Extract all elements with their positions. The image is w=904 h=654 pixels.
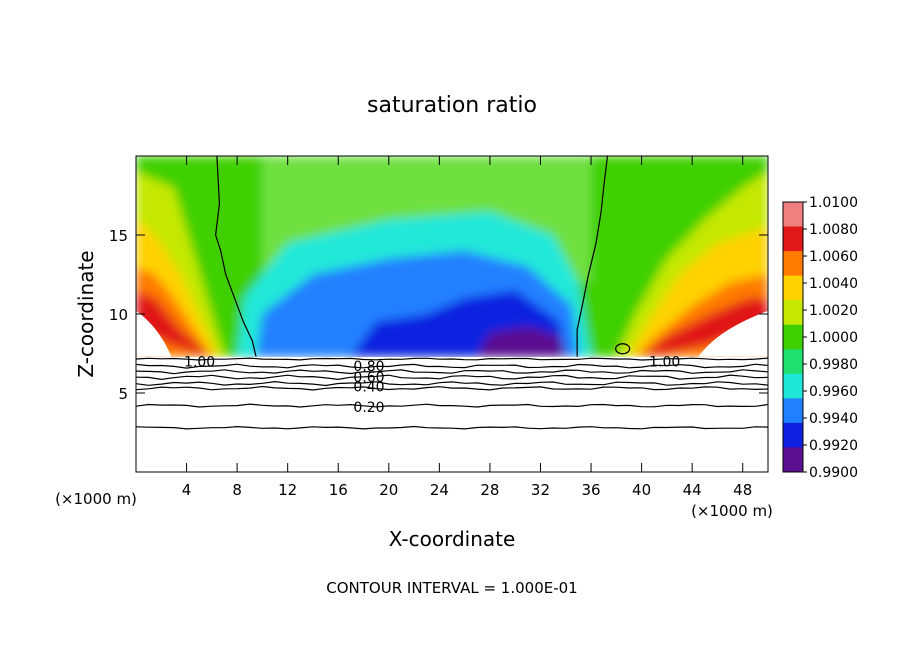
colorbar-swatch: [783, 226, 803, 252]
x-tick-label: 8: [232, 481, 242, 499]
colorbar-label: 1.0000: [809, 330, 858, 346]
chart-title: saturation ratio: [367, 93, 537, 118]
contour-label: 0.80: [353, 359, 384, 375]
colorbar-swatch: [783, 251, 803, 277]
colorbar: 1.0100 1.0080 1.0060 1.0040 1.0020 1.0000 0.99…: [782, 195, 858, 481]
x-axis-label: X-coordinate: [389, 527, 516, 551]
x-tick-label: 20: [379, 481, 398, 499]
colorbar-swatch: [783, 373, 803, 399]
contour-label: 0.20: [353, 400, 384, 416]
x-tick-label: 28: [480, 481, 499, 499]
colorbar-swatch: [783, 398, 803, 424]
y-tick-label: 5: [118, 385, 128, 403]
colorbar-label: 0.9920: [809, 438, 858, 454]
colorbar-swatch: [783, 300, 803, 326]
colorbar-swatch: [783, 202, 803, 228]
colorbar-label: 1.0040: [809, 276, 858, 292]
y-tick-label: 10: [109, 306, 128, 324]
lower-region: [136, 357, 768, 472]
x-tick-label: 36: [581, 481, 600, 499]
saturation-field: [136, 156, 768, 357]
y-axis: 5 10 15: [109, 227, 768, 403]
x-tick-label: 12: [278, 481, 297, 499]
colorbar-label: 0.9900: [809, 465, 858, 481]
colorbar-label: 1.0060: [809, 249, 858, 265]
x-tick-label: 4: [182, 481, 192, 499]
colorbar-label: 1.0080: [809, 222, 858, 238]
contour-lines: [136, 156, 768, 430]
x-unit-left: (×1000 m): [55, 490, 137, 508]
colorbar-label: 1.0100: [809, 195, 858, 211]
x-tick-label: 48: [733, 481, 752, 499]
colorbar-swatch: [783, 275, 803, 301]
x-tick-label: 16: [329, 481, 348, 499]
x-tick-label: 40: [632, 481, 651, 499]
x-axis: 4 8 12 16 20 24 28 32 36 40 44 48: [182, 156, 752, 499]
contour-label: 1.00: [649, 354, 680, 370]
colorbar-swatch: [783, 324, 803, 350]
x-unit-right: (×1000 m): [691, 502, 773, 520]
x-tick-label: 32: [531, 481, 550, 499]
colorbar-label: 1.0020: [809, 303, 858, 319]
y-axis-label: Z-coordinate: [74, 250, 98, 377]
contour-label-group: 1.00 0.800.600.40 0.20 1.00: [184, 354, 680, 416]
plot-area: [136, 156, 768, 472]
colorbar-label: 0.9940: [809, 411, 858, 427]
colorbar-swatch: [783, 422, 803, 448]
colorbar-swatch: [783, 349, 803, 375]
y-tick-label: 15: [109, 227, 128, 245]
x-tick-label: 44: [683, 481, 702, 499]
x-tick-label: 24: [430, 481, 449, 499]
colorbar-swatch: [783, 447, 803, 473]
contour-label: 0.40: [353, 380, 384, 396]
contour-label: 0.60: [353, 370, 384, 386]
contour-interval-note: CONTOUR INTERVAL = 1.000E-01: [326, 579, 577, 597]
colorbar-label: 0.9980: [809, 357, 858, 373]
contour-label: 1.00: [184, 354, 215, 370]
colorbar-label: 0.9960: [809, 384, 858, 400]
